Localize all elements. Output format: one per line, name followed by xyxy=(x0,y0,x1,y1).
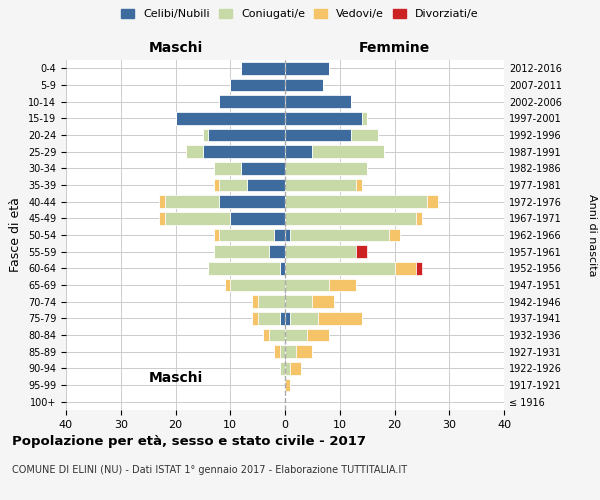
Bar xyxy=(269,329,285,341)
Bar xyxy=(285,279,329,291)
Bar xyxy=(389,229,400,241)
Bar xyxy=(427,196,438,208)
Bar xyxy=(285,96,351,108)
Bar xyxy=(285,312,290,324)
Bar xyxy=(252,312,257,324)
Bar xyxy=(263,329,269,341)
Text: Maschi: Maschi xyxy=(148,370,203,384)
Bar xyxy=(247,179,285,192)
Bar xyxy=(280,362,285,374)
Bar xyxy=(159,212,164,224)
Bar xyxy=(285,296,313,308)
Bar xyxy=(230,279,285,291)
Bar xyxy=(362,112,367,124)
Bar xyxy=(203,146,285,158)
Bar xyxy=(230,212,285,224)
Bar xyxy=(290,312,318,324)
Y-axis label: Fasce di età: Fasce di età xyxy=(10,198,22,272)
Bar xyxy=(203,129,208,141)
Bar xyxy=(313,146,383,158)
Bar xyxy=(356,246,367,258)
Bar xyxy=(285,129,351,141)
Bar xyxy=(285,146,313,158)
Bar xyxy=(164,196,220,208)
Bar xyxy=(285,179,356,192)
Bar xyxy=(175,112,285,124)
Bar xyxy=(285,62,329,74)
Bar xyxy=(274,346,280,358)
Bar xyxy=(214,162,241,174)
Bar xyxy=(280,262,285,274)
Bar xyxy=(313,296,334,308)
Text: Popolazione per età, sesso e stato civile - 2017: Popolazione per età, sesso e stato civil… xyxy=(12,435,366,448)
Bar xyxy=(208,262,280,274)
Bar xyxy=(208,129,285,141)
Bar xyxy=(187,146,203,158)
Text: Anni di nascita: Anni di nascita xyxy=(587,194,597,276)
Bar xyxy=(220,179,247,192)
Bar xyxy=(285,162,367,174)
Bar xyxy=(274,229,285,241)
Bar xyxy=(285,196,427,208)
Bar xyxy=(285,379,290,391)
Text: COMUNE DI ELINI (NU) - Dati ISTAT 1° gennaio 2017 - Elaborazione TUTTITALIA.IT: COMUNE DI ELINI (NU) - Dati ISTAT 1° gen… xyxy=(12,465,407,475)
Bar xyxy=(351,129,378,141)
Bar xyxy=(220,196,285,208)
Bar xyxy=(285,229,290,241)
Bar xyxy=(285,246,356,258)
Bar xyxy=(252,296,257,308)
Bar xyxy=(241,62,285,74)
Bar xyxy=(285,262,395,274)
Bar xyxy=(290,362,301,374)
Bar xyxy=(220,229,274,241)
Bar xyxy=(285,112,362,124)
Bar xyxy=(257,296,285,308)
Bar xyxy=(280,346,285,358)
Bar xyxy=(290,229,389,241)
Bar xyxy=(214,179,220,192)
Legend: Celibi/Nubili, Coniugati/e, Vedovi/e, Divorziati/e: Celibi/Nubili, Coniugati/e, Vedovi/e, Di… xyxy=(118,6,482,22)
Bar xyxy=(356,179,362,192)
Bar xyxy=(214,229,220,241)
Bar xyxy=(230,79,285,92)
Bar xyxy=(285,362,290,374)
Text: Maschi: Maschi xyxy=(148,41,203,55)
Bar xyxy=(164,212,230,224)
Bar xyxy=(318,312,362,324)
Bar xyxy=(159,196,164,208)
Bar xyxy=(329,279,356,291)
Bar xyxy=(280,312,285,324)
Bar xyxy=(285,346,296,358)
Bar xyxy=(225,279,230,291)
Bar xyxy=(214,246,269,258)
Bar xyxy=(416,212,422,224)
Bar xyxy=(307,329,329,341)
Bar xyxy=(285,329,307,341)
Bar xyxy=(285,212,416,224)
Text: Femmine: Femmine xyxy=(359,41,430,55)
Bar xyxy=(220,96,285,108)
Bar xyxy=(257,312,280,324)
Bar xyxy=(269,246,285,258)
Bar xyxy=(285,79,323,92)
Bar xyxy=(395,262,416,274)
Bar xyxy=(241,162,285,174)
Bar xyxy=(296,346,313,358)
Bar xyxy=(416,262,422,274)
